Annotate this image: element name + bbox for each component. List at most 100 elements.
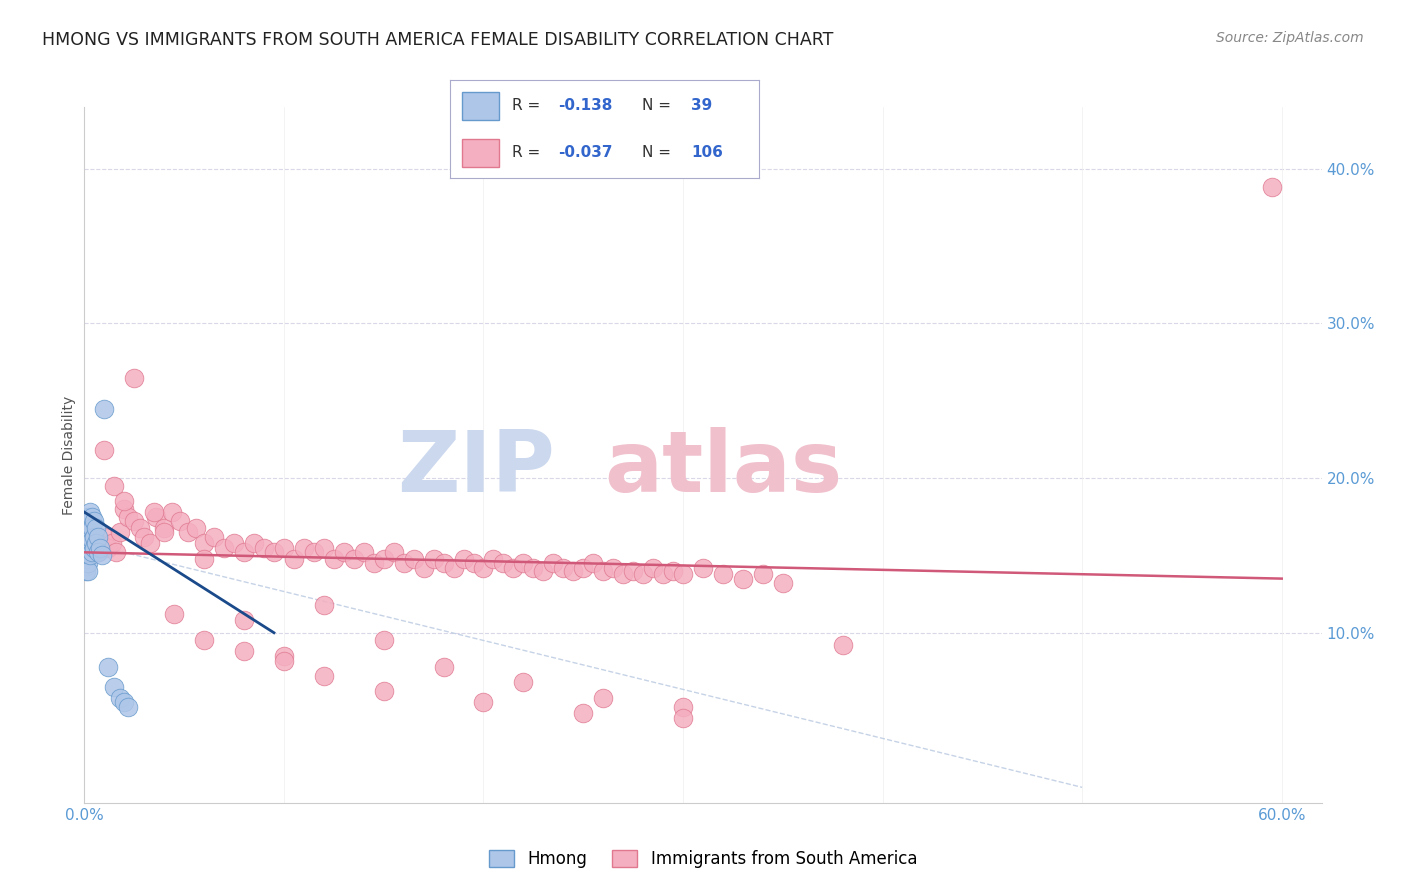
Point	[75, 533, 97, 547]
Point	[1261, 180, 1284, 194]
Point	[292, 541, 315, 555]
Point	[312, 598, 335, 612]
Bar	[463, 139, 499, 167]
Point	[752, 566, 775, 581]
Text: atlas: atlas	[605, 427, 842, 510]
Point	[87, 545, 110, 559]
Point	[79, 505, 101, 519]
Point	[103, 680, 125, 694]
Point	[105, 545, 128, 559]
Point	[79, 536, 101, 550]
Point	[97, 659, 120, 673]
Point	[263, 545, 285, 559]
Text: -0.138: -0.138	[558, 98, 613, 113]
Point	[672, 711, 695, 725]
Point	[273, 654, 295, 668]
Point	[612, 566, 634, 581]
Point	[312, 669, 335, 683]
Point	[373, 551, 395, 566]
Point	[472, 695, 495, 709]
Point	[731, 572, 754, 586]
Point	[75, 517, 97, 532]
Point	[373, 633, 395, 648]
Point	[75, 545, 97, 559]
Point	[412, 561, 434, 575]
Point	[492, 556, 515, 570]
Point	[75, 551, 97, 566]
Point	[112, 695, 135, 709]
Point	[77, 556, 100, 570]
Point	[631, 566, 654, 581]
Point	[482, 551, 505, 566]
Point	[243, 536, 266, 550]
Point	[512, 556, 534, 570]
Point	[77, 530, 100, 544]
Point	[163, 607, 186, 622]
Point	[382, 545, 405, 559]
Point	[112, 502, 135, 516]
Point	[432, 556, 454, 570]
Point	[353, 545, 375, 559]
Point	[572, 561, 595, 575]
Point	[87, 545, 110, 559]
Y-axis label: Female Disability: Female Disability	[62, 395, 76, 515]
Point	[772, 576, 794, 591]
Point	[77, 564, 100, 578]
Text: ZIP: ZIP	[396, 427, 554, 510]
Point	[77, 525, 100, 540]
Point	[692, 561, 714, 575]
Point	[453, 551, 475, 566]
Point	[543, 556, 565, 570]
Point	[89, 541, 111, 555]
Point	[79, 549, 101, 563]
Point	[87, 530, 110, 544]
Point	[86, 533, 108, 547]
Text: 106: 106	[692, 145, 723, 161]
Point	[432, 659, 454, 673]
Point	[273, 541, 295, 555]
Point	[621, 564, 644, 578]
Point	[153, 520, 176, 534]
Point	[233, 613, 256, 627]
Point	[77, 545, 100, 559]
Point	[672, 700, 695, 714]
Point	[83, 541, 105, 555]
Point	[103, 479, 125, 493]
Point	[117, 509, 139, 524]
Point	[91, 541, 114, 555]
Point	[93, 401, 115, 416]
Point	[443, 561, 465, 575]
Point	[512, 675, 534, 690]
Point	[373, 684, 395, 698]
Point	[312, 541, 335, 555]
Text: N =: N =	[641, 98, 671, 113]
Point	[79, 515, 101, 529]
Text: R =: R =	[512, 98, 540, 113]
Point	[153, 525, 176, 540]
Point	[662, 564, 685, 578]
Point	[302, 545, 325, 559]
Point	[75, 533, 97, 547]
Point	[89, 536, 111, 550]
Point	[77, 520, 100, 534]
Point	[75, 525, 97, 540]
Point	[343, 551, 366, 566]
Point	[402, 551, 425, 566]
Text: R =: R =	[512, 145, 540, 161]
Point	[193, 551, 215, 566]
Point	[83, 515, 105, 529]
Point	[283, 551, 305, 566]
Point	[93, 530, 115, 544]
Point	[82, 533, 104, 547]
Point	[129, 520, 152, 534]
Point	[463, 556, 485, 570]
Point	[145, 509, 167, 524]
Point	[112, 494, 135, 508]
Point	[253, 541, 276, 555]
Point	[212, 541, 235, 555]
Point	[122, 515, 145, 529]
Text: Source: ZipAtlas.com: Source: ZipAtlas.com	[1216, 31, 1364, 45]
Point	[139, 536, 162, 550]
Point	[75, 541, 97, 555]
Point	[97, 541, 120, 555]
